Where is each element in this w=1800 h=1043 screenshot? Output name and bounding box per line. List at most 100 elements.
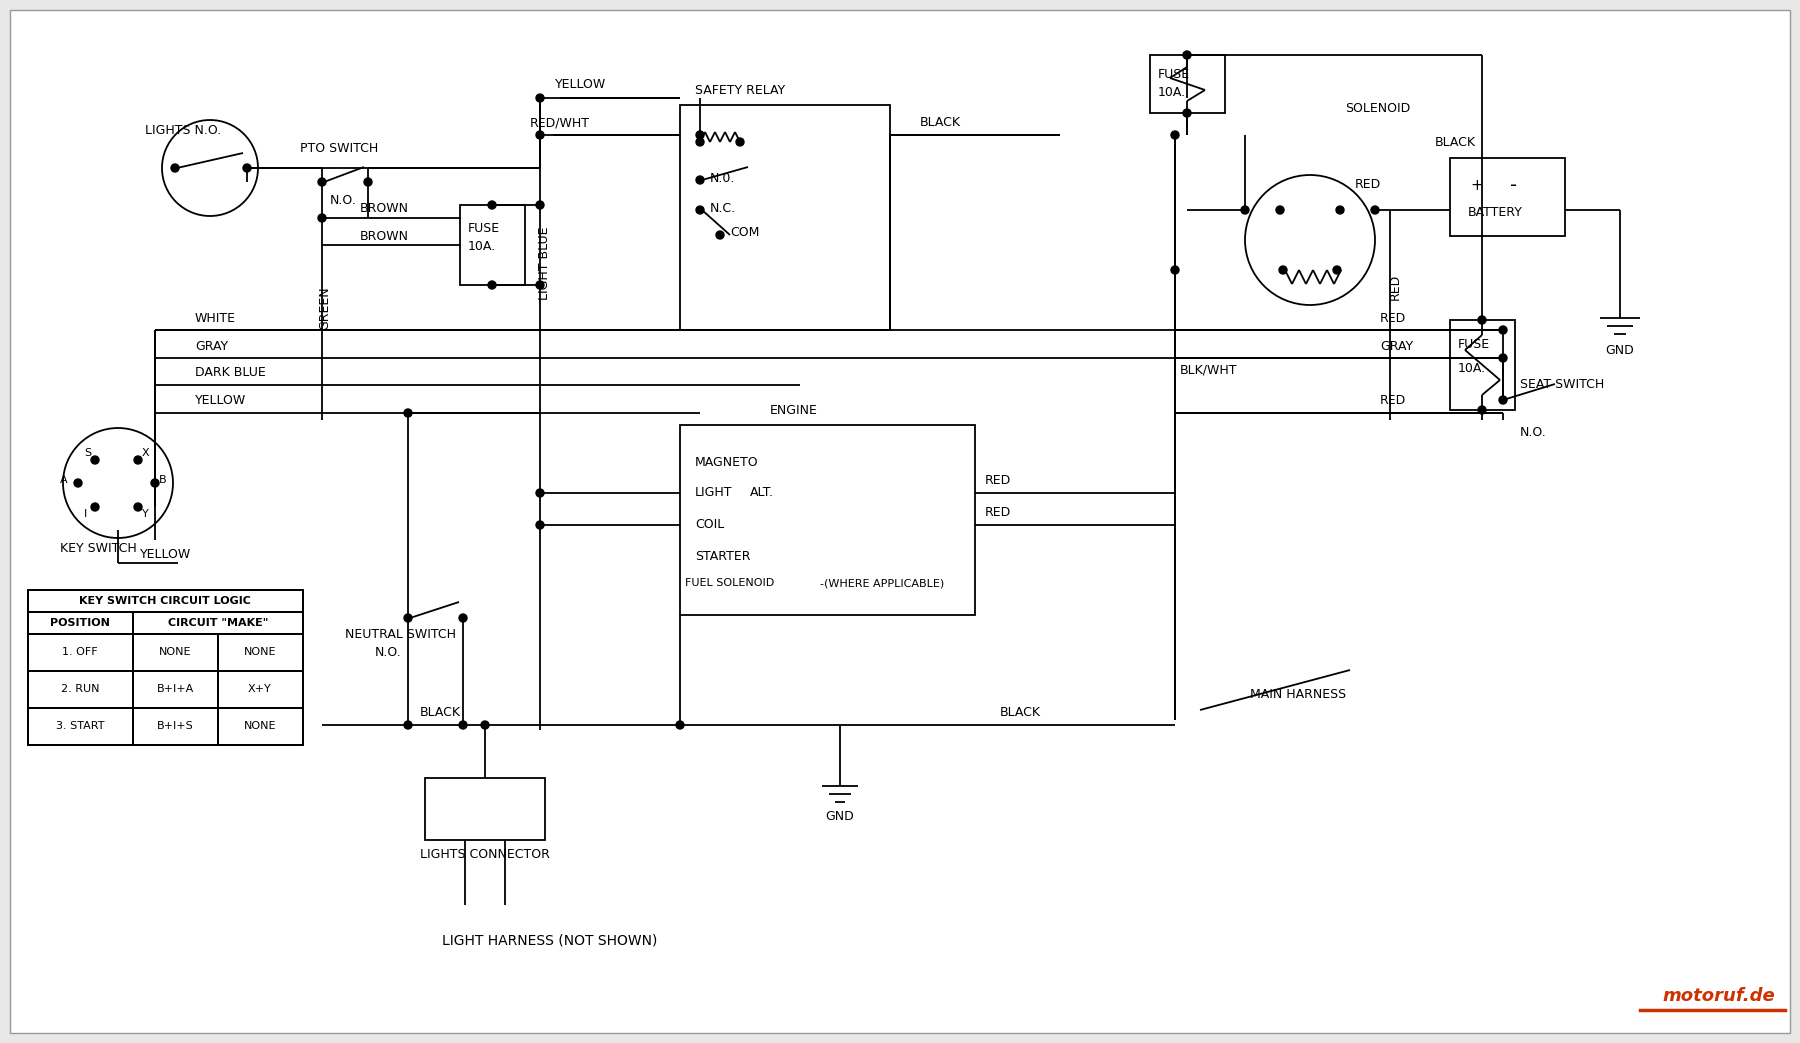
Bar (29, 590, 302, 745)
Circle shape (1336, 207, 1345, 214)
Text: DARK BLUE: DARK BLUE (194, 366, 266, 380)
Circle shape (403, 721, 412, 729)
Text: COM: COM (731, 226, 760, 240)
Bar (133, 671, 218, 708)
Text: KEY SWITCH CIRCUIT LOGIC: KEY SWITCH CIRCUIT LOGIC (79, 596, 250, 606)
Text: -: - (1510, 176, 1517, 195)
Circle shape (319, 178, 326, 186)
Text: N.O.: N.O. (374, 647, 401, 659)
Text: N.0.: N.0. (709, 171, 736, 185)
Text: GRAY: GRAY (1381, 340, 1413, 353)
Text: B: B (158, 475, 167, 485)
Circle shape (319, 214, 326, 222)
Text: A: A (59, 475, 68, 485)
Text: X: X (142, 448, 149, 458)
Circle shape (536, 281, 544, 289)
Circle shape (697, 207, 704, 214)
Text: N.C.: N.C. (709, 201, 736, 215)
Text: ENGINE: ENGINE (770, 405, 817, 417)
Text: 10A.: 10A. (468, 240, 497, 252)
Circle shape (716, 231, 724, 239)
Text: X+Y: X+Y (248, 684, 272, 694)
Circle shape (171, 164, 178, 172)
Bar (133, 634, 218, 671)
Circle shape (74, 479, 83, 487)
Bar (29, 671, 133, 708)
Text: GND: GND (826, 809, 855, 823)
Text: FUSE: FUSE (468, 221, 500, 235)
Circle shape (1280, 266, 1287, 274)
Text: YELLOW: YELLOW (140, 548, 191, 560)
Circle shape (1183, 110, 1192, 117)
Circle shape (736, 138, 743, 146)
Circle shape (133, 503, 142, 511)
Circle shape (1499, 326, 1507, 334)
Bar (218, 671, 302, 708)
Circle shape (1172, 266, 1179, 274)
Text: N.O.: N.O. (1519, 426, 1546, 438)
Circle shape (243, 164, 250, 172)
Circle shape (92, 456, 99, 464)
Circle shape (459, 614, 466, 622)
Text: SAFETY RELAY: SAFETY RELAY (695, 83, 785, 97)
Bar (680, 105, 889, 330)
Bar (1451, 320, 1516, 410)
Text: WHITE: WHITE (194, 312, 236, 324)
Text: S: S (85, 448, 92, 458)
Circle shape (459, 721, 466, 729)
Circle shape (1183, 51, 1192, 59)
Circle shape (403, 614, 412, 622)
Bar (425, 778, 545, 840)
Text: RED: RED (1388, 273, 1402, 300)
Text: 3. START: 3. START (56, 721, 104, 731)
Text: NONE: NONE (243, 721, 275, 731)
Text: 2. RUN: 2. RUN (61, 684, 99, 694)
Text: B+I+S: B+I+S (157, 721, 193, 731)
Text: ALT.: ALT. (751, 486, 774, 500)
Bar (29, 612, 133, 634)
Circle shape (488, 281, 497, 289)
Bar (680, 425, 976, 615)
Bar (133, 708, 218, 745)
Text: YELLOW: YELLOW (554, 78, 607, 92)
Circle shape (481, 721, 490, 729)
Circle shape (488, 201, 497, 209)
Circle shape (1499, 396, 1507, 404)
Text: SOLENOID: SOLENOID (1345, 101, 1409, 115)
Text: RED: RED (985, 507, 1012, 519)
Text: RED/WHT: RED/WHT (529, 117, 590, 129)
Circle shape (1334, 266, 1341, 274)
Text: NEUTRAL SWITCH: NEUTRAL SWITCH (346, 629, 455, 641)
Text: RED: RED (1381, 312, 1406, 324)
Bar (29, 590, 302, 612)
Text: N.O.: N.O. (329, 194, 356, 207)
Circle shape (364, 178, 373, 186)
Circle shape (1276, 207, 1283, 214)
Text: 10A.: 10A. (1157, 87, 1186, 99)
Text: NONE: NONE (243, 647, 275, 657)
Circle shape (133, 456, 142, 464)
Circle shape (1478, 316, 1487, 324)
Circle shape (536, 522, 544, 529)
Text: LIGHT: LIGHT (695, 486, 733, 500)
Text: BLACK: BLACK (419, 706, 461, 720)
Text: RED: RED (985, 475, 1012, 487)
Text: CIRCUIT "MAKE": CIRCUIT "MAKE" (167, 618, 268, 628)
Bar (218, 708, 302, 745)
Text: FUEL SOLENOID: FUEL SOLENOID (686, 578, 774, 588)
Text: GRAY: GRAY (194, 340, 229, 353)
Text: -(WHERE APPLICABLE): -(WHERE APPLICABLE) (821, 578, 945, 588)
Text: GND: GND (1606, 343, 1634, 357)
Circle shape (697, 131, 704, 139)
Text: LIGHTS N.O.: LIGHTS N.O. (146, 123, 221, 137)
Circle shape (536, 201, 544, 209)
Text: LIGHTS CONNECTOR: LIGHTS CONNECTOR (419, 849, 551, 862)
Bar (461, 205, 526, 285)
Text: MAIN HARNESS: MAIN HARNESS (1249, 688, 1346, 702)
Circle shape (1172, 131, 1179, 139)
Text: I: I (85, 509, 86, 519)
Text: KEY SWITCH: KEY SWITCH (59, 541, 137, 555)
Circle shape (151, 479, 158, 487)
Text: SEAT SWITCH: SEAT SWITCH (1519, 379, 1604, 391)
Text: PTO SWITCH: PTO SWITCH (301, 142, 378, 154)
